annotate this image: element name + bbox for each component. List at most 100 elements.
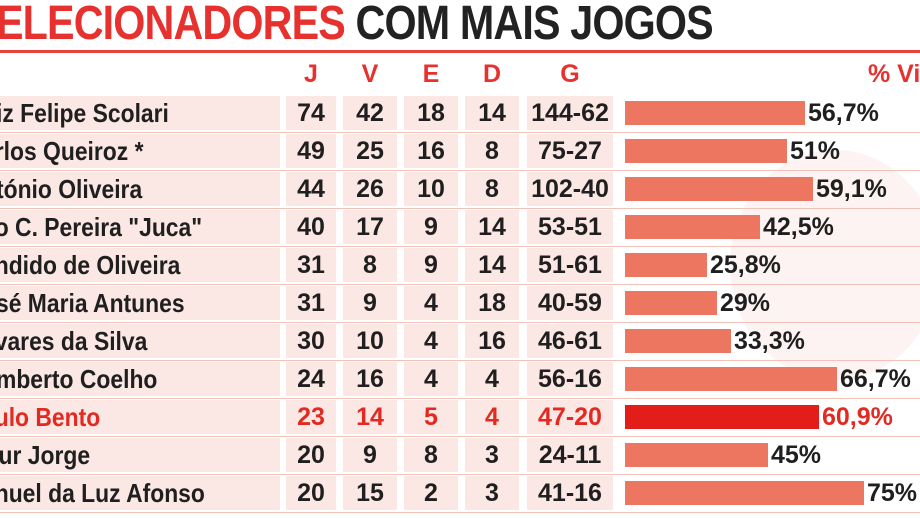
v-cell-bg xyxy=(343,134,397,168)
name-cell-bg xyxy=(0,172,280,206)
cell-g: 51-61 xyxy=(538,251,602,279)
cell-g: 24-11 xyxy=(538,441,602,469)
row-separator xyxy=(0,246,920,247)
coach-name: lio C. Pereira "Juca" xyxy=(0,212,203,242)
cell-e: 8 xyxy=(424,441,438,469)
e-cell-bg xyxy=(404,134,458,168)
cell-e: 4 xyxy=(424,289,438,317)
win-pct-label: 25,8% xyxy=(710,251,781,279)
win-pct-label: 29% xyxy=(720,289,771,317)
e-cell-bg xyxy=(404,248,458,282)
cell-d: 3 xyxy=(485,441,499,469)
row-separator xyxy=(0,398,920,399)
header-pct: % Vi xyxy=(868,60,920,88)
j-cell-bg xyxy=(286,134,336,168)
g-cell-bg xyxy=(527,210,613,244)
g-cell-bg xyxy=(527,248,613,282)
cell-e: 16 xyxy=(417,137,445,165)
e-cell-bg xyxy=(404,438,458,472)
cell-g: 46-61 xyxy=(538,327,602,355)
cell-g: 53-51 xyxy=(538,213,602,241)
name-cell-bg xyxy=(0,286,280,320)
cell-d: 8 xyxy=(485,137,499,165)
j-cell-bg xyxy=(286,210,336,244)
title-underline xyxy=(0,50,920,53)
g-cell-bg xyxy=(527,400,613,434)
name-cell-bg xyxy=(0,362,280,396)
cell-j: 30 xyxy=(297,327,325,355)
cell-g: 75-27 xyxy=(538,137,602,165)
cell-v: 25 xyxy=(356,137,384,165)
win-pct-label: 60,9% xyxy=(822,403,893,431)
g-cell-bg xyxy=(527,438,613,472)
v-cell-bg xyxy=(343,172,397,206)
cell-g: 40-59 xyxy=(538,289,602,317)
cell-d: 4 xyxy=(485,403,499,431)
cell-e: 4 xyxy=(424,365,438,393)
table-row: lio C. Pereira "Juca" 40 17 9 14 53-51 42,5% xyxy=(0,210,920,244)
g-cell-bg xyxy=(527,172,613,206)
table-row: ândido de Oliveira 31 8 9 14 51-61 25,8% xyxy=(0,248,920,282)
cell-e: 10 xyxy=(417,175,445,203)
d-cell-bg xyxy=(465,400,519,434)
g-cell-bg xyxy=(527,476,613,510)
e-cell-bg xyxy=(404,286,458,320)
v-cell-bg xyxy=(343,324,397,358)
win-pct-label: 45% xyxy=(771,441,822,469)
d-cell-bg xyxy=(465,438,519,472)
coach-name: anuel da Luz Afonso xyxy=(0,478,205,508)
win-pct-bar xyxy=(625,367,837,391)
win-pct-bar xyxy=(625,405,819,429)
j-cell-bg xyxy=(286,400,336,434)
d-cell-bg xyxy=(465,362,519,396)
v-cell-bg xyxy=(343,286,397,320)
name-cell-bg xyxy=(0,324,280,358)
cell-j: 31 xyxy=(297,289,325,317)
name-cell-bg xyxy=(0,248,280,282)
d-cell-bg xyxy=(465,134,519,168)
win-pct-bar xyxy=(625,329,731,353)
win-pct-label: 75% xyxy=(867,479,918,507)
g-cell-bg xyxy=(527,324,613,358)
row-separator xyxy=(0,170,920,171)
name-cell-bg xyxy=(0,476,280,510)
d-cell-bg xyxy=(465,172,519,206)
cell-j: 49 xyxy=(297,137,325,165)
header-j: J xyxy=(304,60,318,88)
header-e: E xyxy=(422,60,440,88)
cell-g: 102-40 xyxy=(531,175,609,203)
table-row: avares da Silva 30 10 4 16 46-61 33,3% xyxy=(0,324,920,358)
g-cell-bg xyxy=(527,362,613,396)
cell-e: 2 xyxy=(424,479,438,507)
j-cell-bg xyxy=(286,172,336,206)
v-cell-bg xyxy=(343,438,397,472)
cell-v: 14 xyxy=(356,403,384,431)
coach-name: ândido de Oliveira xyxy=(0,250,181,280)
row-separator xyxy=(0,436,920,437)
column-header-row: J V E D G % Vi xyxy=(0,58,920,90)
win-pct-bar xyxy=(625,139,787,163)
cell-v: 42 xyxy=(356,99,384,127)
win-pct-label: 51% xyxy=(790,137,841,165)
cell-j: 20 xyxy=(297,441,325,469)
header-v: V xyxy=(361,60,379,88)
cell-d: 16 xyxy=(478,327,506,355)
table-row: osé Maria Antunes 31 9 4 18 40-59 29% xyxy=(0,286,920,320)
name-cell-bg xyxy=(0,96,280,130)
v-cell-bg xyxy=(343,400,397,434)
coach-name: avares da Silva xyxy=(0,326,148,356)
cell-d: 18 xyxy=(478,289,506,317)
cell-e: 9 xyxy=(424,213,438,241)
coach-name: umberto Coelho xyxy=(0,364,158,394)
cell-g: 144-62 xyxy=(531,99,609,127)
cell-v: 26 xyxy=(356,175,384,203)
cell-d: 14 xyxy=(478,99,506,127)
table-row: ntónio Oliveira 44 26 10 8 102-40 59,1% xyxy=(0,172,920,206)
chart-title: ELECIONADORES COM MAIS JOGOS xyxy=(0,0,714,54)
d-cell-bg xyxy=(465,248,519,282)
title-dark-part: COM MAIS JOGOS xyxy=(355,0,714,50)
j-cell-bg xyxy=(286,96,336,130)
coach-name: aulo Bento xyxy=(0,402,101,432)
d-cell-bg xyxy=(465,210,519,244)
win-pct-bar xyxy=(625,177,813,201)
